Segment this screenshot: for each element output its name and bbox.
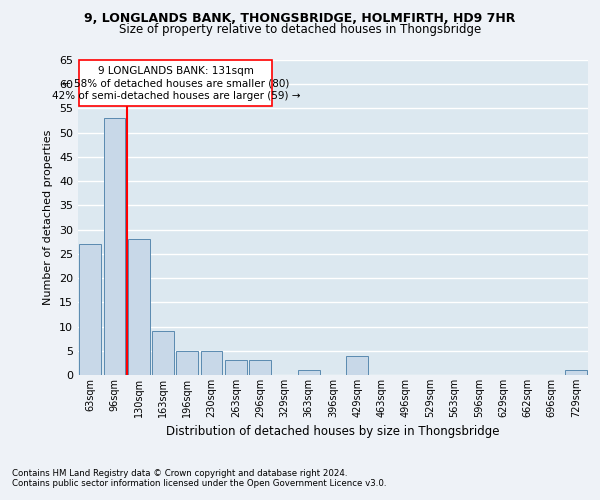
Text: 9 LONGLANDS BANK: 131sqm: 9 LONGLANDS BANK: 131sqm bbox=[98, 66, 254, 76]
Bar bbox=[200, 351, 223, 375]
Bar bbox=[249, 360, 271, 375]
Bar bbox=[225, 360, 247, 375]
Text: ← 58% of detached houses are smaller (80): ← 58% of detached houses are smaller (80… bbox=[62, 78, 289, 88]
Bar bbox=[152, 332, 174, 375]
Bar bbox=[298, 370, 320, 375]
Text: Size of property relative to detached houses in Thongsbridge: Size of property relative to detached ho… bbox=[119, 22, 481, 36]
Bar bbox=[104, 118, 125, 375]
Text: Contains public sector information licensed under the Open Government Licence v3: Contains public sector information licen… bbox=[12, 478, 386, 488]
X-axis label: Distribution of detached houses by size in Thongsbridge: Distribution of detached houses by size … bbox=[166, 426, 500, 438]
Y-axis label: Number of detached properties: Number of detached properties bbox=[43, 130, 53, 305]
Text: 42% of semi-detached houses are larger (59) →: 42% of semi-detached houses are larger (… bbox=[52, 92, 300, 102]
Text: Contains HM Land Registry data © Crown copyright and database right 2024.: Contains HM Land Registry data © Crown c… bbox=[12, 468, 347, 477]
Bar bbox=[565, 370, 587, 375]
Bar bbox=[128, 240, 149, 375]
Bar bbox=[79, 244, 101, 375]
Bar bbox=[346, 356, 368, 375]
FancyBboxPatch shape bbox=[79, 60, 272, 106]
Bar bbox=[176, 351, 198, 375]
Text: 9, LONGLANDS BANK, THONGSBRIDGE, HOLMFIRTH, HD9 7HR: 9, LONGLANDS BANK, THONGSBRIDGE, HOLMFIR… bbox=[85, 12, 515, 26]
